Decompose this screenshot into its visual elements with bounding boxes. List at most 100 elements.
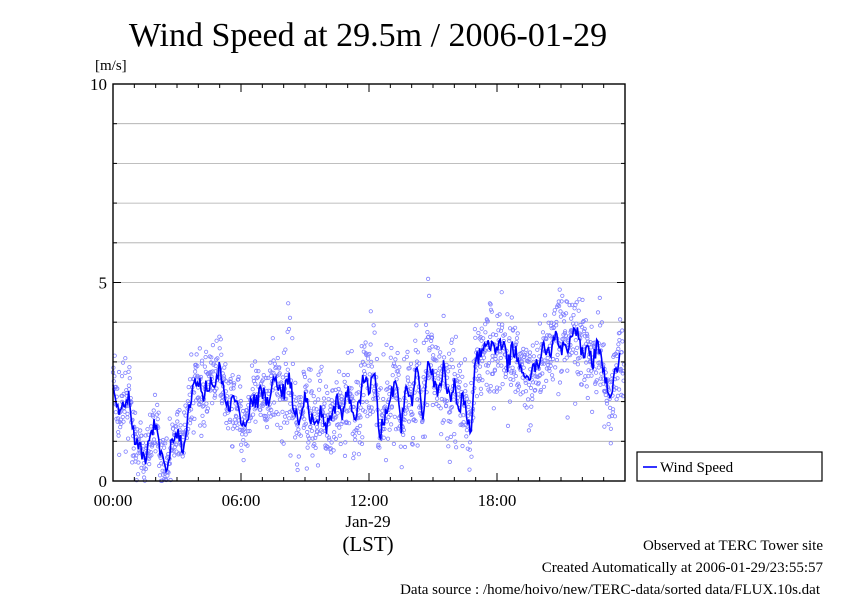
scatter-point — [449, 357, 454, 362]
scatter-point — [329, 398, 334, 403]
scatter-point — [350, 394, 355, 399]
scatter-point — [213, 363, 218, 368]
scatter-point — [524, 405, 529, 410]
scatter-point — [304, 466, 309, 471]
scatter-point — [260, 403, 265, 408]
scatter-point — [335, 411, 340, 416]
scatter-point — [610, 407, 616, 412]
scatter-point — [496, 322, 501, 327]
scatter-point — [474, 394, 479, 399]
scatter-point — [210, 400, 215, 406]
scatter-point — [214, 338, 219, 343]
scatter-point — [200, 413, 205, 418]
scatter-point — [433, 368, 438, 374]
scatter-point — [138, 420, 143, 425]
scatter-point — [490, 371, 495, 376]
scatter-point — [578, 370, 583, 375]
scatter-point — [514, 340, 519, 345]
scatter-point — [452, 431, 457, 437]
scatter-point — [323, 384, 329, 389]
scatter-point — [271, 370, 276, 375]
scatter-point — [432, 390, 437, 396]
scatter-point — [512, 325, 518, 330]
scatter-point — [425, 329, 430, 335]
scatter-point — [227, 419, 232, 424]
scatter-point — [359, 441, 365, 446]
scatter-point — [130, 460, 135, 465]
scatter-point — [362, 344, 367, 349]
scatter-point — [515, 388, 520, 393]
scatter-point — [615, 376, 620, 381]
scatter-point — [546, 320, 551, 325]
scatter-point — [324, 444, 329, 449]
scatter-point — [277, 365, 282, 370]
scatter-point — [214, 386, 219, 391]
footer-data-source: Data source : /home/hoivo/new/TERC-data/… — [400, 582, 821, 595]
scatter-point — [236, 374, 241, 379]
scatter-point — [365, 356, 371, 361]
scatter-point — [534, 340, 539, 345]
scatter-point — [308, 424, 313, 430]
scatter-point — [425, 335, 430, 340]
scatter-point — [426, 293, 432, 298]
scatter-point — [407, 382, 412, 387]
scatter-point — [447, 459, 452, 464]
scatter-point — [430, 344, 435, 349]
scatter-point — [219, 398, 224, 404]
scatter-point — [595, 310, 601, 315]
scatter-point — [360, 435, 365, 440]
scatter-point — [250, 387, 255, 392]
scatter-point — [411, 417, 416, 423]
scatter-point — [155, 402, 160, 407]
scatter-point — [449, 404, 454, 410]
scatter-point — [342, 379, 347, 384]
scatter-point — [279, 380, 284, 385]
scatter-point — [325, 390, 330, 396]
scatter-point — [585, 333, 590, 338]
scatter-point — [509, 369, 514, 374]
scatter-point — [119, 373, 125, 379]
scatter-point — [582, 377, 587, 382]
scatter-point — [561, 319, 567, 324]
scatter-point — [326, 435, 331, 440]
scatter-point — [479, 326, 484, 331]
scatter-point — [452, 371, 457, 377]
scatter-point — [242, 426, 247, 431]
scatter-point — [511, 377, 516, 382]
scatter-point — [448, 434, 453, 439]
scatter-point — [604, 401, 610, 406]
scatter-point — [540, 371, 545, 376]
scatter-point — [532, 370, 537, 375]
scatter-point — [553, 365, 558, 370]
scatter-point — [208, 360, 214, 365]
scatter-point — [122, 409, 127, 414]
scatter-point — [616, 346, 621, 351]
scatter-point — [472, 326, 477, 332]
scatter-point — [337, 425, 342, 430]
scatter-point — [120, 360, 126, 365]
scatter-point — [358, 415, 363, 420]
scatter-point — [519, 361, 525, 367]
footer-observed: Observed at TERC Tower site — [643, 538, 823, 554]
scatter-point — [253, 359, 258, 364]
scatter-point — [240, 432, 245, 437]
scatter-point — [608, 441, 613, 446]
scatter-point — [460, 443, 465, 449]
scatter-point — [399, 465, 404, 470]
scatter-point — [393, 427, 399, 432]
scatter-point — [511, 371, 516, 376]
scatter-point — [153, 449, 158, 454]
scatter-point — [249, 363, 255, 368]
scatter-point — [564, 355, 569, 360]
scatter-point — [299, 402, 304, 407]
scatter-point — [283, 361, 288, 366]
scatter-point — [310, 453, 315, 458]
scatter-point — [134, 453, 139, 458]
scatter-point — [321, 396, 327, 401]
scatter-point — [358, 405, 363, 410]
scatter-point — [573, 338, 578, 343]
scatter-point — [297, 406, 302, 411]
scatter-point — [319, 364, 324, 369]
scatter-point — [355, 425, 360, 431]
scatter-point — [269, 370, 274, 375]
